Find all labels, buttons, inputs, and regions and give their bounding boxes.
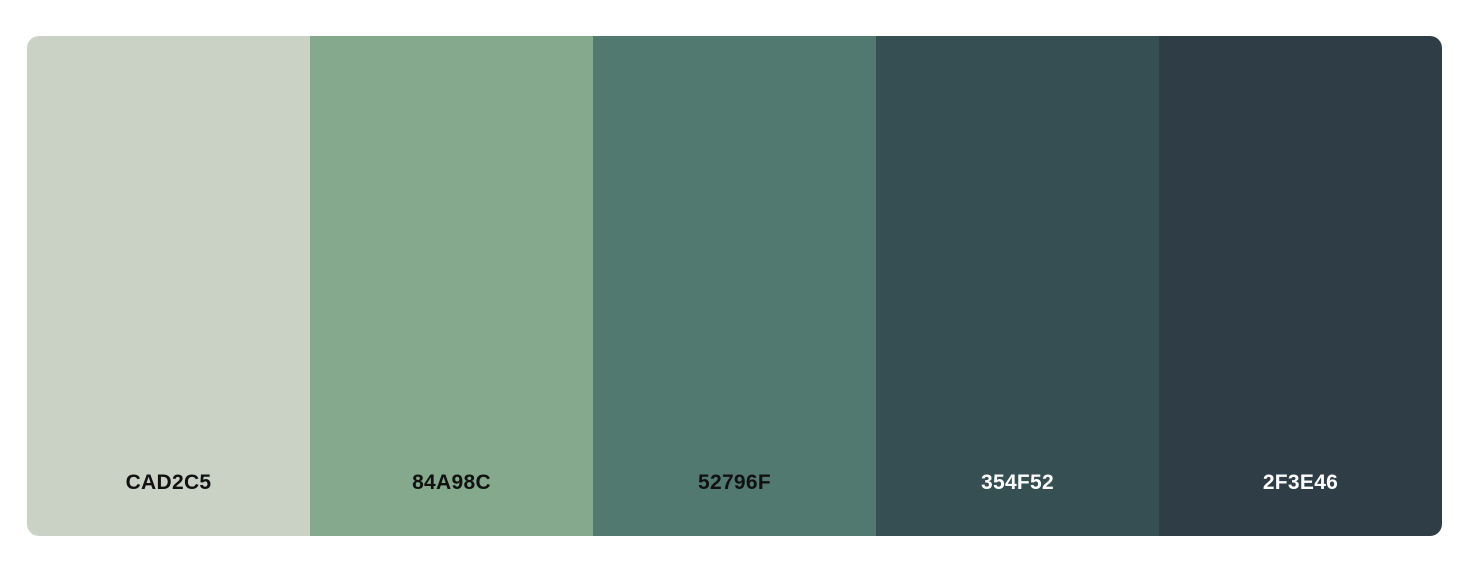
swatch-hex-label: CAD2C5 [125,471,212,494]
swatch-hex-label: 84A98C [412,471,491,494]
color-swatch-5[interactable]: 2F3E46 [1159,36,1442,536]
color-palette: CAD2C5 84A98C 52796F 354F52 2F3E46 [27,36,1442,536]
color-swatch-3[interactable]: 52796F [593,36,876,536]
color-swatch-1[interactable]: CAD2C5 [27,36,310,536]
swatch-hex-label: 52796F [697,471,772,494]
color-swatch-2[interactable]: 84A98C [310,36,593,536]
swatch-hex-label: 2F3E46 [1262,471,1339,494]
color-swatch-4[interactable]: 354F52 [876,36,1159,536]
swatch-hex-label: 354F52 [980,471,1055,494]
